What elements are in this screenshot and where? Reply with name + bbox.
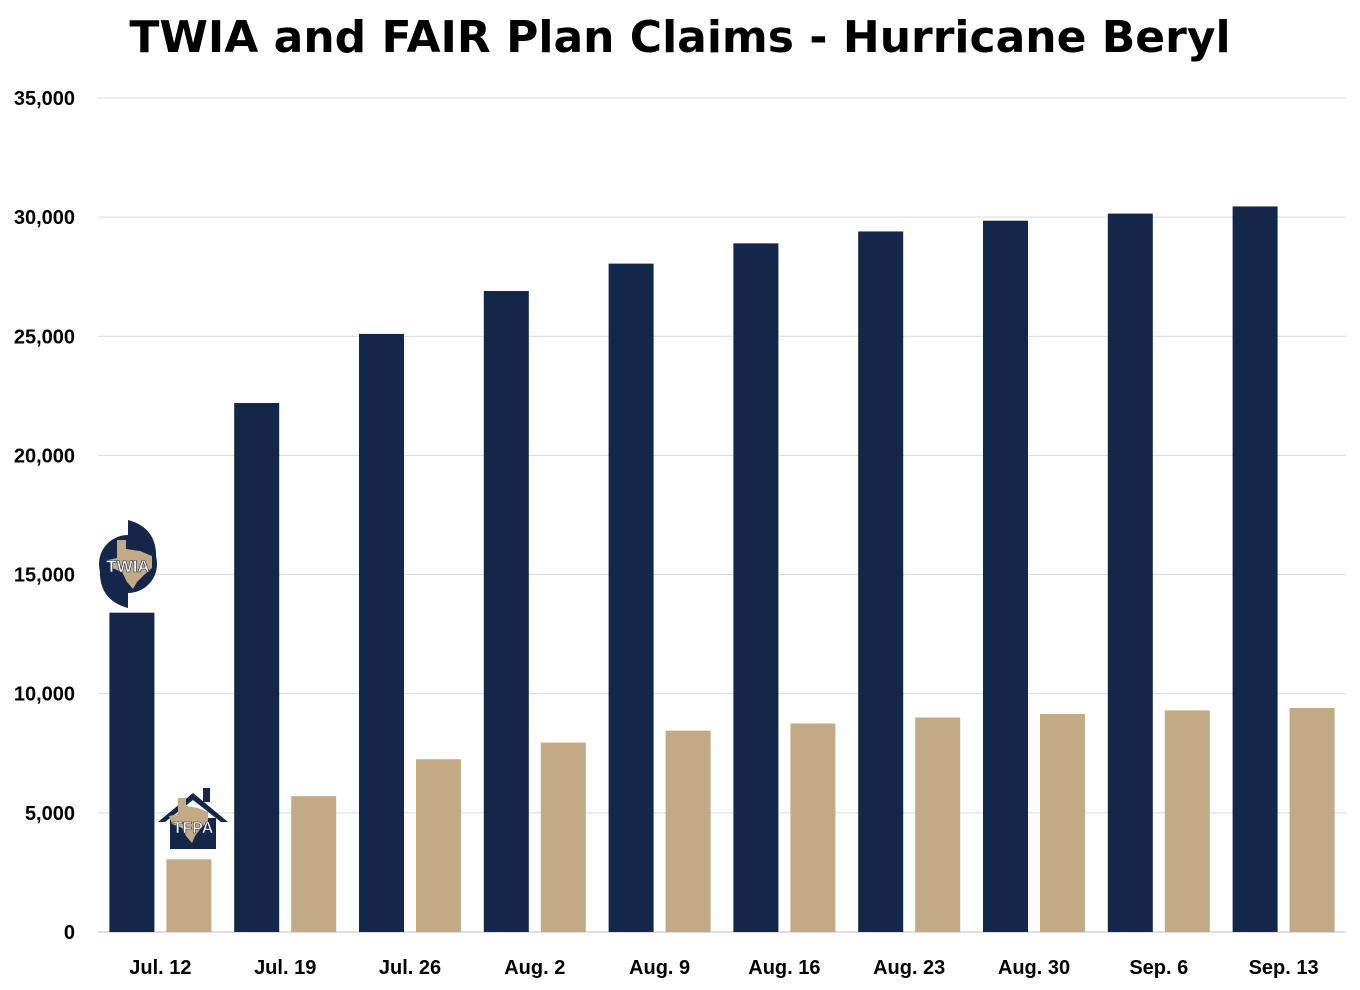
bar-tfpa <box>166 859 212 932</box>
x-tick-label: Jul. 26 <box>379 957 441 979</box>
labels-layer: 0 5,000 10,000 15,000 20,000 25,000 30,000 35,0… <box>14 88 1319 979</box>
y-tick-label: 10,000 <box>14 684 75 706</box>
bar-tfpa <box>1164 710 1210 932</box>
y-tick-label: 0 <box>64 922 75 944</box>
bar-tfpa <box>665 730 711 932</box>
bar-tfpa <box>1040 713 1085 932</box>
bar-twia <box>983 220 1028 932</box>
y-tick-label: 30,000 <box>14 207 75 229</box>
x-tick-label: Aug. 16 <box>748 957 820 979</box>
y-tick-label: 20,000 <box>14 445 75 467</box>
x-tick-label: Jul. 19 <box>254 957 316 979</box>
bar-twia <box>858 231 904 932</box>
bar-twia <box>109 612 155 932</box>
bar-twia <box>483 291 529 932</box>
chart-title: TWIA and FAIR Plan Claims - Hurricane Be… <box>129 12 1231 63</box>
y-tick-label: 15,000 <box>14 565 75 587</box>
tfpa-logo-icon: TFPA <box>158 788 228 849</box>
x-tick-label: Aug. 9 <box>629 957 690 979</box>
x-tick-label: Sep. 6 <box>1129 957 1188 979</box>
y-tick-label: 5,000 <box>25 803 75 825</box>
y-tick-label: 25,000 <box>14 326 75 348</box>
twia-logo-text: TWIA <box>106 557 149 576</box>
x-tick-label: Aug. 23 <box>873 957 945 979</box>
x-tick-label: Jul. 12 <box>129 957 191 979</box>
x-tick-label: Sep. 13 <box>1249 957 1319 979</box>
y-tick-label: 35,000 <box>14 88 75 110</box>
x-tick-label: Aug. 30 <box>998 957 1070 979</box>
bar-twia <box>608 263 654 932</box>
x-tick-label: Aug. 2 <box>504 957 565 979</box>
twia-logo-icon: TWIA <box>99 520 157 608</box>
bar-tfpa <box>416 759 461 932</box>
grid-layer <box>98 97 1346 933</box>
bar-twia <box>234 403 280 932</box>
bar-tfpa <box>291 796 337 932</box>
bars-layer <box>109 206 1335 933</box>
bar-tfpa <box>915 717 961 932</box>
bar-twia <box>733 243 779 933</box>
bar-tfpa <box>540 742 586 932</box>
bar-tfpa <box>1289 708 1335 932</box>
bar-twia <box>359 333 404 933</box>
tfpa-logo-text: TFPA <box>173 820 214 837</box>
bar-twia <box>1232 206 1278 933</box>
bar-tfpa <box>790 723 836 932</box>
bar-twia <box>1107 213 1153 932</box>
